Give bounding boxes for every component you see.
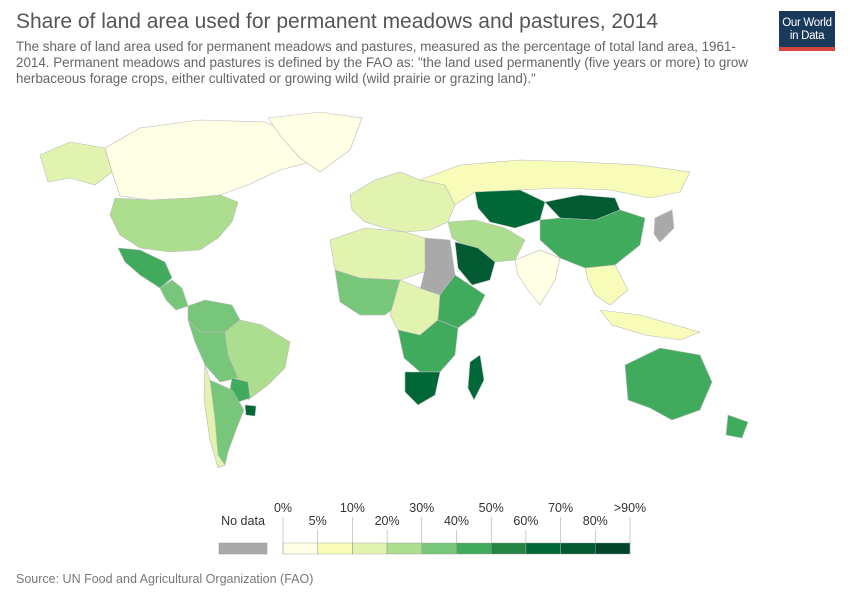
legend-upper-label: 10% <box>340 501 365 515</box>
owid-logo[interactable]: Our World in Data <box>779 11 835 51</box>
source-note: Source: UN Food and Agricultural Organiz… <box>16 572 314 586</box>
region-greenland[interactable] <box>267 111 363 173</box>
region-new-zealand[interactable] <box>725 414 749 439</box>
region-indonesia[interactable] <box>599 309 701 341</box>
region-india[interactable] <box>514 249 561 306</box>
legend-bin <box>352 542 388 555</box>
legend-bin <box>525 542 561 555</box>
legend-bin <box>421 542 457 555</box>
legend-bin <box>386 542 423 555</box>
region-uruguay[interactable] <box>244 404 257 417</box>
region-canada[interactable] <box>104 119 311 201</box>
logo-line-2: in Data <box>789 30 825 42</box>
legend-no-data-swatch <box>218 542 268 555</box>
region-united-states[interactable] <box>109 194 239 253</box>
legend-upper-label: 0% <box>274 501 292 515</box>
logo-line-1: Our World <box>782 17 832 29</box>
legend-upper-label: >90% <box>614 501 646 515</box>
legend-lower-label: 80% <box>583 514 608 528</box>
region-japan[interactable] <box>653 209 675 243</box>
region-australia[interactable] <box>624 347 713 421</box>
legend-no-data-label: No data <box>221 514 265 528</box>
region-alaska[interactable] <box>39 141 113 186</box>
legend-lower-label: 20% <box>375 514 400 528</box>
region-russia[interactable] <box>418 159 691 206</box>
legend-bin <box>560 542 596 555</box>
region-china[interactable] <box>539 209 646 269</box>
chart-title: Share of land area used for permanent me… <box>16 10 659 33</box>
region-mexico[interactable] <box>117 247 173 289</box>
legend-bin <box>456 542 492 555</box>
region-south-africa[interactable] <box>404 371 441 406</box>
legend-lower-label: 60% <box>513 514 538 528</box>
legend-bin <box>282 542 318 555</box>
region-madagascar[interactable] <box>467 354 485 401</box>
legend-bin <box>317 542 353 555</box>
legend-lower-label: 5% <box>309 514 327 528</box>
legend-bin <box>595 542 631 555</box>
region-kazakhstan[interactable] <box>474 189 546 229</box>
legend-bin <box>491 542 527 555</box>
region-north-africa[interactable] <box>329 227 431 281</box>
region-peru-and-bolivia[interactable] <box>187 319 239 383</box>
chart-subtitle: The share of land area used for permanen… <box>16 39 748 86</box>
legend-upper-label: 70% <box>548 501 573 515</box>
region-chile[interactable] <box>203 364 226 469</box>
region-southeast-asia[interactable] <box>584 264 629 306</box>
world-map[interactable] <box>0 110 850 490</box>
legend-lower-label: 40% <box>444 514 469 528</box>
region-southern-africa[interactable] <box>397 319 459 373</box>
legend-upper-label: 50% <box>479 501 504 515</box>
region-saudi-arabia[interactable] <box>454 241 496 286</box>
legend-upper-label: 30% <box>409 501 434 515</box>
